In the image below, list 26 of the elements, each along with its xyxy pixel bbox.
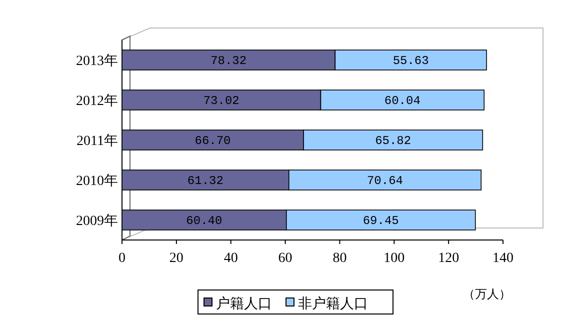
y-tick-label: 2011年: [76, 133, 118, 149]
x-axis-title: （万人）: [463, 287, 511, 301]
y-tick-label: 2009年: [76, 213, 118, 229]
x-tick-label: 100: [384, 251, 405, 266]
y-tick-label: 2012年: [76, 93, 118, 109]
data-label: 78.32: [210, 54, 247, 68]
x-tick-label: 20: [169, 251, 184, 266]
x-tick-label: 0: [118, 251, 126, 266]
data-label: 73.02: [203, 94, 240, 108]
data-label: 60.04: [384, 94, 420, 108]
data-label: 70.64: [366, 174, 404, 188]
data-label: 55.63: [392, 54, 429, 68]
data-label: 66.70: [194, 134, 231, 148]
x-tick-label: 80: [332, 251, 347, 266]
data-label: 65.82: [375, 134, 412, 148]
data-label: 61.32: [187, 174, 224, 188]
legend-label: 非户籍人口: [298, 295, 368, 311]
x-tick-label: 40: [224, 251, 238, 266]
data-label: 69.45: [362, 214, 399, 228]
y-tick-label: 2010年: [76, 173, 118, 189]
x-tick-label: 140: [492, 251, 514, 266]
data-label: 60.40: [186, 214, 222, 228]
x-tick-label: 120: [438, 251, 460, 266]
legend-label: 户籍人口: [216, 295, 272, 311]
x-tick-label: 60: [278, 251, 292, 266]
y-tick-label: 2013年: [76, 53, 118, 69]
